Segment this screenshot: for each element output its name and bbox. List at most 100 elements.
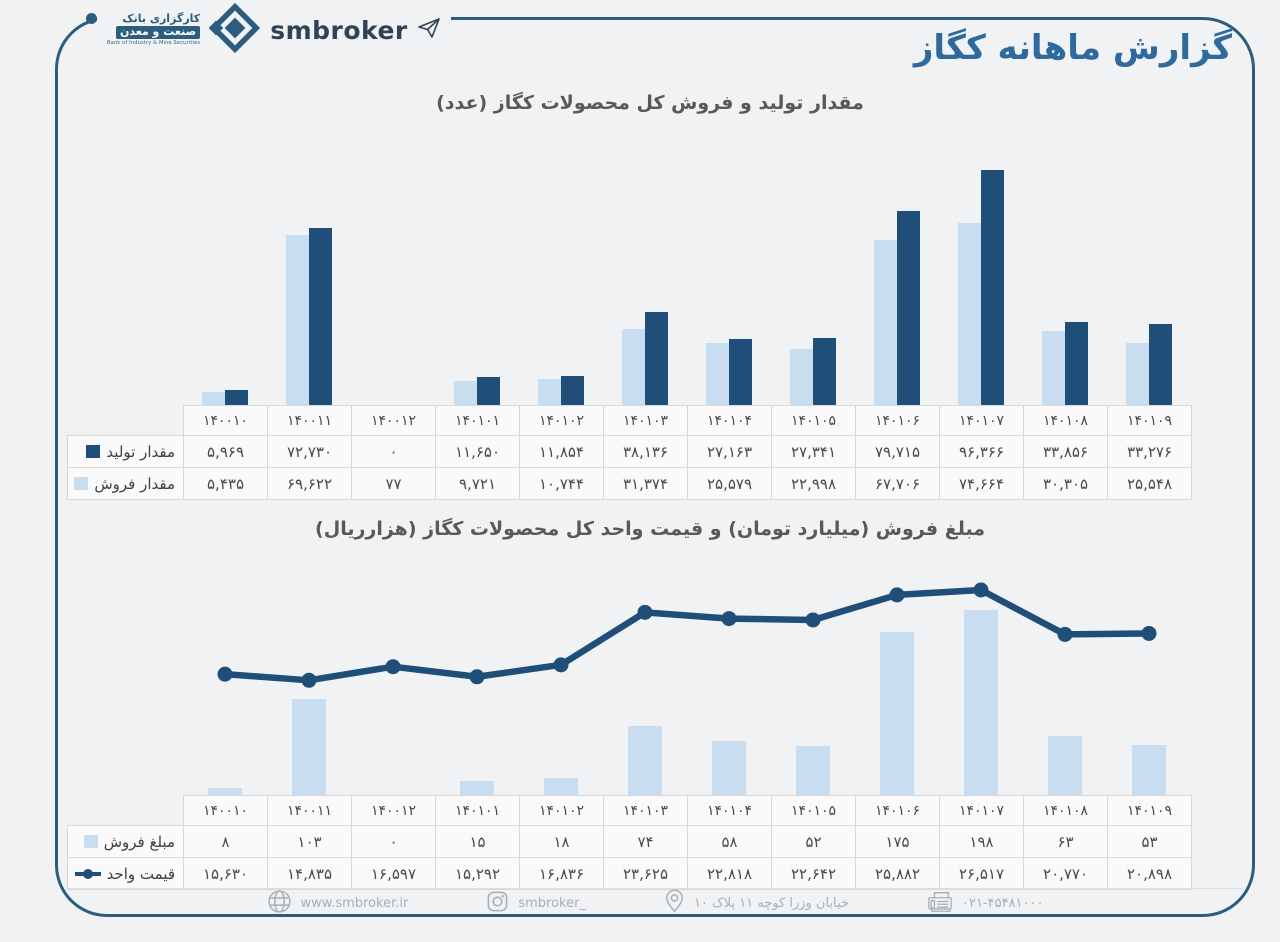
value-cell: ۰ (351, 435, 436, 468)
unit-price-point (721, 611, 737, 627)
footer-phone: ۰۲۱-۴۵۴۸۱۰۰۰ (927, 890, 1044, 917)
bank-name-fa-line2: صنعت و معدن (115, 25, 201, 39)
value-cell: ۲۲,۶۴۲ (771, 857, 856, 890)
value-cell: ۲۷,۱۶۳ (687, 435, 772, 468)
value-cell: ۵۳ (1107, 825, 1192, 858)
series-label-cell: مقدار تولید (67, 435, 184, 468)
unit-price-point (217, 666, 233, 682)
value-cell: ۵,۴۳۵ (183, 467, 268, 500)
value-cell: ۲۵,۸۸۲ (855, 857, 940, 890)
revenue-bar (208, 787, 242, 795)
value-cell: ۱۸ (519, 825, 604, 858)
value-cell: ۷۲,۷۳۰ (267, 435, 352, 468)
value-cell: ۹۶,۳۶۶ (939, 435, 1024, 468)
month-header-cell: ۱۴۰۰۱۱ (267, 405, 352, 436)
value-cell: ۲۶,۵۱۷ (939, 857, 1024, 890)
value-cell: ۲۲,۸۱۸ (687, 857, 772, 890)
value-cell: ۱۰۳ (267, 825, 352, 858)
value-cell: ۶۳ (1023, 825, 1108, 858)
revenue-bar (1132, 745, 1166, 795)
revenue-bar (796, 746, 830, 795)
series-label-text: مبلغ فروش (103, 832, 175, 851)
unit-price-point (301, 672, 317, 688)
value-cell: ۵۲ (771, 825, 856, 858)
value-cell: ۲۵,۵۴۸ (1107, 467, 1192, 500)
month-header-cell: ۱۴۰۱۰۱ (435, 405, 520, 436)
sales-bar (706, 342, 729, 405)
month-header-cell: ۱۴۰۰۱۰ (183, 405, 268, 436)
table-corner-cell (68, 406, 184, 436)
month-header-cell: ۱۴۰۱۰۱ (435, 795, 520, 826)
header-logo: کارگزاری بانک صنعت و معدن Bank of Indust… (97, 0, 451, 58)
production-bar (477, 376, 500, 405)
month-header-cell: ۱۴۰۱۰۵ (771, 795, 856, 826)
border-dot-left (86, 13, 97, 24)
value-cell: ۳۰,۳۰۵ (1023, 467, 1108, 500)
sales-bar (1042, 331, 1065, 405)
month-header-cell: ۱۴۰۱۰۷ (939, 405, 1024, 436)
revenue-bar (880, 631, 914, 795)
series-label-text: مقدار فروش (94, 474, 175, 493)
bank-name-fa-line1: کارگزاری بانک (122, 12, 201, 26)
sales-bar (1126, 342, 1149, 405)
value-cell: ۸ (183, 825, 268, 858)
series-label-cell: مبلغ فروش (67, 825, 184, 858)
value-cell: ۱۵,۲۹۲ (435, 857, 520, 890)
revenue-unitprice-table: ۱۴۰۰۱۰ ۱۴۰۰۱۱ ۱۴۰۰۱۲ ۱۴۰۱۰۱ ۱۴۰۱۰۲ ۱۴۰۱۰۳ ۱۴۰۱… (67, 795, 1192, 890)
revenue-bar (460, 781, 494, 795)
production-bar (309, 227, 332, 405)
production-bar (897, 210, 920, 405)
footer: www.smbroker.ir smbroker_ خیابان وزرا کو… (67, 888, 1243, 917)
sales-bar (958, 222, 981, 405)
footer-website: www.smbroker.ir (267, 889, 408, 918)
series-label: مقدار تولید (70, 443, 181, 461)
production-bar (729, 338, 752, 405)
value-cell: ۱۵,۶۳۰ (183, 857, 268, 890)
line-series-marker (74, 868, 101, 879)
production-bar (1149, 323, 1172, 405)
value-cell: ۲۳,۶۲۵ (603, 857, 688, 890)
month-header-cell: ۱۴۰۱۰۸ (1023, 795, 1108, 826)
unit-price-point (1057, 626, 1073, 642)
address-text: خیابان وزرا کوچه ۱۱ پلاک ۱۰ (693, 895, 849, 911)
value-cell: ۵۸ (687, 825, 772, 858)
month-header-cell: ۱۴۰۱۰۷ (939, 795, 1024, 826)
unit-price-point (1141, 625, 1157, 641)
month-header-cell: ۱۴۰۱۰۴ (687, 795, 772, 826)
bank-name: کارگزاری بانک صنعت و معدن Bank of Indust… (107, 12, 201, 46)
month-header-cell: ۱۴۰۱۰۶ (855, 405, 940, 436)
value-cell: ۷۹,۷۱۵ (855, 435, 940, 468)
unit-price-line (217, 582, 1157, 688)
line-series-marker-dot (82, 868, 93, 879)
value-cell: ۱۹۸ (939, 825, 1024, 858)
unit-price-point (973, 582, 989, 598)
instagram-icon (486, 890, 509, 917)
sales-bar (538, 378, 561, 405)
unit-price-point (805, 612, 821, 628)
month-header-cell: ۱۴۰۱۰۸ (1023, 405, 1108, 436)
value-cell: ۰ (351, 825, 436, 858)
revenue-bar (292, 698, 326, 795)
production-sales-bar-chart (183, 140, 1191, 405)
table-header-row: ۱۴۰۰۱۰ ۱۴۰۰۱۱ ۱۴۰۰۱۲ ۱۴۰۱۰۱ ۱۴۰۱۰۲ ۱۴۰۱۰۳ ۱۴۰۱… (68, 795, 1192, 826)
location-pin-icon (664, 889, 685, 917)
series-label: مبلغ فروش (70, 833, 181, 851)
revenue-bar (964, 610, 998, 795)
month-header-cell: ۱۴۰۱۰۲ (519, 795, 604, 826)
series-label: مقدار فروش (70, 475, 181, 493)
revenue-bar (712, 740, 746, 795)
table-row: مبلغ فروش ۸ ۱۰۳ ۰ ۱۵ ۱۸ ۷۴ ۵۸ ۵۲ ۱۷۵ ۱۹۸ ۶۳ ۵۳ (67, 825, 1192, 858)
revenue-unitprice-chart (183, 565, 1191, 795)
table-row: مقدار تولید ۵,۹۶۹ ۷۲,۷۳۰ ۰ ۱۱,۶۵۰ ۱۱,۸۵۴ ۳۸,۱۳… (67, 435, 1192, 468)
value-cell: ۱۱,۸۵۴ (519, 435, 604, 468)
series-label-cell: مقدار فروش (67, 467, 184, 500)
month-header-cell: ۱۴۰۱۰۹ (1107, 405, 1192, 436)
value-cell: ۱۴,۸۳۵ (267, 857, 352, 890)
revenue-bar (1048, 736, 1082, 795)
value-cell: ۳۳,۸۵۶ (1023, 435, 1108, 468)
series-label-cell: قیمت واحد (67, 857, 184, 890)
value-cell: ۹,۷۲۱ (435, 467, 520, 500)
month-header-cell: ۱۴۰۱۰۶ (855, 795, 940, 826)
phone-number: ۰۲۱-۴۵۴۸۱۰۰۰ (961, 895, 1044, 911)
